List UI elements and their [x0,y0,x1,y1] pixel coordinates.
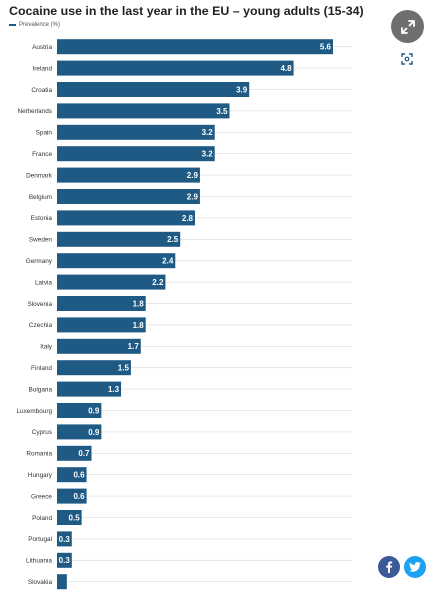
category-label: Poland [32,515,52,522]
value-label: 5.6 [320,43,332,52]
value-label: 2.4 [162,257,174,266]
bar-czechia[interactable] [57,317,146,333]
bar-romania[interactable] [57,445,92,461]
focus-frame-icon [401,53,413,65]
value-label: 0.3 [59,535,71,544]
bar-slovenia[interactable] [57,296,146,311]
category-label: Belgium [29,194,52,201]
bar-spain[interactable] [57,124,215,140]
bar-ireland[interactable] [57,60,294,76]
value-label: 0.7 [78,449,90,458]
value-label: 2.9 [187,171,199,180]
category-label: Denmark [26,172,53,179]
bar-slovakia[interactable] [57,574,67,590]
chart-title: Cocaine use in the last year in the EU –… [9,4,364,18]
value-label: 3.2 [202,150,214,159]
legend-label: Prevalence (%) [19,22,61,28]
expand-arrows-icon [400,19,415,34]
value-label: 3.9 [236,85,248,94]
value-label: 0.9 [88,428,100,437]
category-label: Slovenia [27,301,52,308]
category-label: France [32,151,52,158]
expand-button[interactable] [391,10,424,43]
value-label: 3.5 [216,107,228,116]
category-label: Latvia [35,279,52,286]
value-label: 1.7 [128,342,140,351]
legend: Prevalence (%) [9,22,60,28]
legend-swatch [9,24,16,26]
bar-italy[interactable] [57,338,141,354]
value-label: 2.9 [187,192,199,201]
bar-belgium[interactable] [57,189,200,204]
category-label: Hungary [28,472,53,479]
value-label: 0.6 [73,471,85,480]
bar-estonia[interactable] [57,210,195,226]
category-label: Slovakia [28,579,53,586]
category-label: Romania [26,451,52,458]
bar-greece[interactable] [57,488,87,504]
value-label: 1.8 [133,321,145,330]
category-label: Greece [31,493,52,500]
value-label: 4.8 [280,64,292,73]
category-label: Sweden [29,237,53,244]
bar-cyprus[interactable] [57,424,102,440]
category-label: Lithuania [26,558,52,565]
category-label: Estonia [31,215,53,222]
bar-portugal[interactable] [57,531,72,547]
value-label: 1.3 [108,385,120,394]
category-label: Austria [32,44,52,51]
category-label: Italy [40,344,53,351]
value-label: 3.2 [202,128,214,137]
bar-france[interactable] [57,146,215,162]
bar-germany[interactable] [57,253,176,269]
bar-latvia[interactable] [57,274,166,290]
bar-austria[interactable] [57,39,333,55]
category-label: Croatia [31,87,52,94]
bar-hungary[interactable] [57,467,87,483]
bar-luxembourg[interactable] [57,403,102,418]
value-label: 2.8 [182,214,194,223]
category-label: Cyprus [32,429,52,436]
bar-sweden[interactable] [57,231,181,247]
category-label: Ireland [32,65,52,72]
twitter-share-button[interactable] [404,556,426,578]
twitter-bird-icon [409,562,421,572]
category-label: Netherlands [18,108,52,115]
value-label: 1.5 [118,364,130,373]
bar-croatia[interactable] [57,82,250,97]
bar-netherlands[interactable] [57,103,230,119]
value-label: 0.6 [73,492,85,501]
value-label: 0.9 [88,406,100,415]
value-label: 0.3 [59,556,71,565]
category-label: Germany [26,258,53,265]
value-label: 1.8 [133,299,145,308]
facebook-icon [386,561,393,573]
bar-bulgaria[interactable] [57,381,122,397]
category-label: Bulgaria [29,386,53,393]
facebook-share-button[interactable] [378,556,400,578]
bar-lithuania[interactable] [57,552,72,568]
category-label: Luxembourg [16,408,52,415]
bar-poland[interactable] [57,510,82,525]
bar-finland[interactable] [57,360,131,376]
category-label: Portugal [28,536,52,543]
category-label: Finland [31,365,52,372]
category-label: Spain [36,130,53,137]
value-label: 2.5 [167,235,179,244]
value-label: 0.5 [69,513,81,522]
focus-button[interactable] [396,48,418,70]
bar-denmark[interactable] [57,167,200,183]
value-label: 2.2 [152,278,164,287]
category-label: Czechia [29,322,53,329]
